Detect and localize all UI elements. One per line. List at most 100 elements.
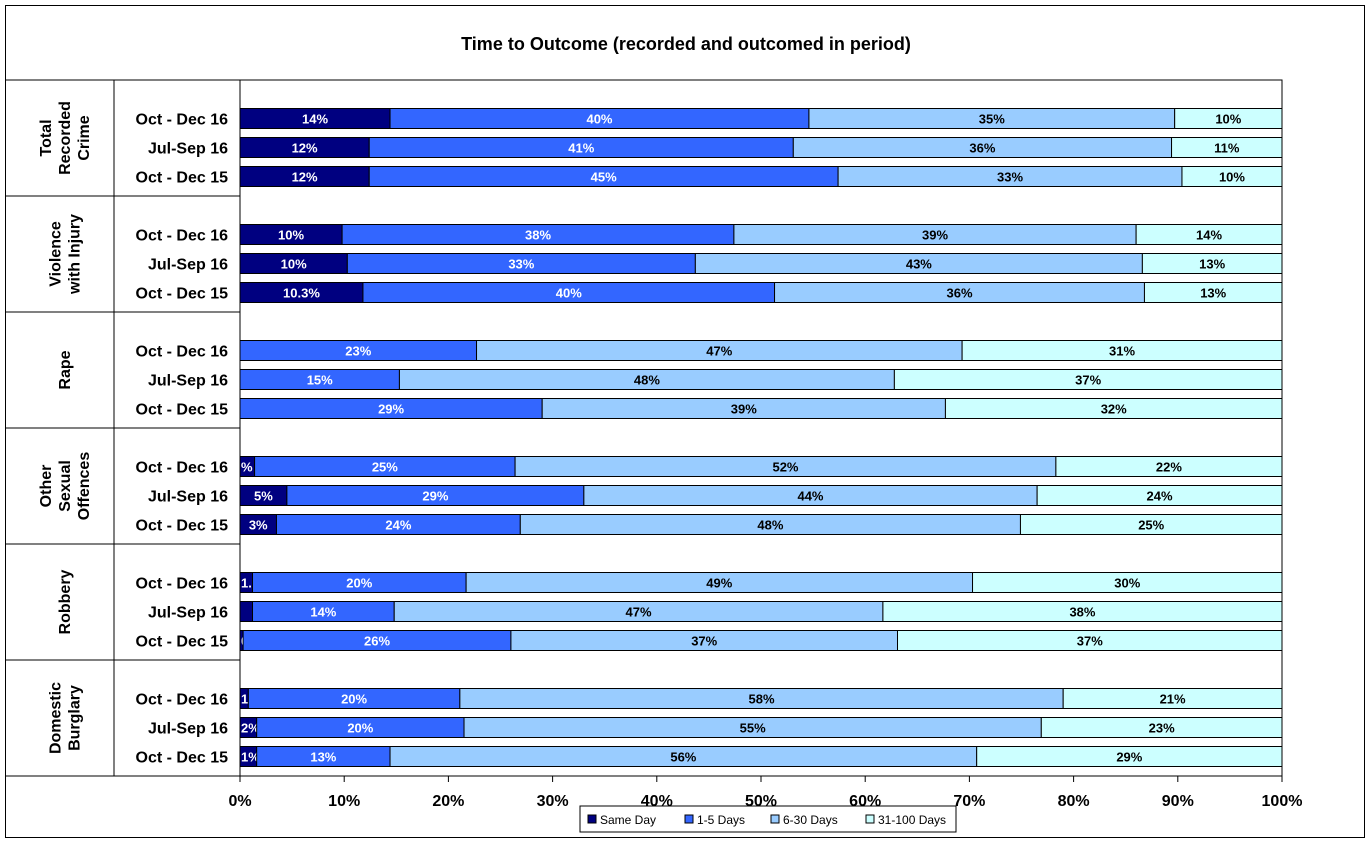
data-label: 20% (341, 692, 367, 707)
group-label: Other Sexual Offences (38, 452, 93, 521)
data-label: 45% (591, 170, 617, 185)
legend-swatch (770, 814, 780, 824)
bar-segment (1036, 485, 1283, 506)
data-label: 35% (979, 112, 1005, 127)
category-label: Jul-Sep 16 (148, 141, 228, 158)
data-label: 12% (292, 141, 318, 156)
bar-segment (239, 601, 254, 622)
data-label: 13% (310, 750, 336, 765)
data-label: 48% (634, 373, 660, 388)
data-label: 25% (1138, 518, 1164, 533)
data-label: 33% (508, 257, 534, 272)
data-label: 40% (556, 286, 582, 301)
group-label: Rape (57, 350, 74, 389)
data-label: 40% (586, 112, 612, 127)
data-label: 23% (1149, 721, 1175, 736)
x-tick-label: 70% (953, 793, 985, 810)
bar-segment (882, 601, 1283, 622)
category-label: Oct - Dec 15 (136, 634, 229, 651)
legend-label: 1-5 Days (697, 813, 745, 827)
bar-segment (1062, 688, 1283, 709)
data-label: 3% (249, 518, 268, 533)
data-label: 22% (1156, 460, 1182, 475)
data-label: 26% (364, 634, 390, 649)
data-label: 29% (378, 402, 404, 417)
chart-svg: Time to Outcome (recorded and outcomed i… (6, 34, 1302, 833)
x-tick-label: 10% (328, 793, 360, 810)
data-label: 55% (740, 721, 766, 736)
bar-segment (961, 340, 1283, 361)
plot-area: 0% 10% 20% 30% 40% 50% 60% 70% 80% 90% 100%Total Re… (6, 79, 1302, 810)
data-label: 13% (1200, 286, 1226, 301)
data-label: 37% (1075, 373, 1101, 388)
data-label: 11% (1214, 141, 1240, 156)
data-label: 20% (347, 721, 373, 736)
chart-title: Time to Outcome (recorded and outcomed i… (461, 34, 911, 54)
data-label: 14% (1196, 228, 1222, 243)
bar-segment (1171, 137, 1283, 158)
data-label: 36% (946, 286, 972, 301)
data-label: 31% (1109, 344, 1135, 359)
legend-swatch (865, 814, 875, 824)
data-label: 10% (1215, 112, 1241, 127)
data-label: 5% (254, 489, 273, 504)
group-label: Domestic Burglary (48, 682, 84, 754)
data-label: 56% (670, 750, 696, 765)
category-label: Oct - Dec 16 (136, 576, 229, 593)
data-label: 14% (310, 605, 336, 620)
x-tick-label: 20% (432, 793, 464, 810)
data-label: 10.3% (283, 286, 320, 301)
category-label: Jul-Sep 16 (148, 605, 228, 622)
bar-segment (944, 398, 1283, 419)
category-label: Oct - Dec 15 (136, 402, 229, 419)
data-label: 47% (706, 344, 732, 359)
data-label: 10% (1219, 170, 1245, 185)
category-label: Jul-Sep 16 (148, 721, 228, 738)
bar-segment (1143, 282, 1283, 303)
data-label: 39% (731, 402, 757, 417)
legend-swatch (587, 814, 597, 824)
data-label: 37% (1077, 634, 1103, 649)
bar-segment (897, 630, 1283, 651)
data-label: 36% (969, 141, 995, 156)
data-label: 48% (757, 518, 783, 533)
data-label: 29% (1116, 750, 1142, 765)
data-label: 44% (797, 489, 823, 504)
category-label: Oct - Dec 15 (136, 170, 229, 187)
group-label: Robbery (57, 569, 74, 634)
x-tick-label: 80% (1058, 793, 1090, 810)
data-label: 21% (1160, 692, 1186, 707)
data-label: 39% (922, 228, 948, 243)
data-label: 41% (568, 141, 594, 156)
category-label: Oct - Dec 15 (136, 518, 229, 535)
category-label: Oct - Dec 16 (136, 344, 229, 361)
data-label: 12% (292, 170, 318, 185)
group-label: Total Recorded Crime (38, 101, 93, 175)
category-label: Oct - Dec 15 (136, 286, 229, 303)
data-label: 10% (281, 257, 307, 272)
legend-label: 6-30 Days (783, 813, 838, 827)
bar-segment (893, 369, 1283, 390)
data-label: 38% (525, 228, 551, 243)
data-label: 2% (241, 721, 260, 736)
bar-segment (1174, 108, 1283, 129)
data-label: 52% (772, 460, 798, 475)
category-label: Jul-Sep 16 (148, 257, 228, 274)
data-label: 49% (706, 576, 732, 591)
data-label: % (241, 460, 253, 475)
data-label: 38% (1069, 605, 1095, 620)
data-label: 24% (385, 518, 411, 533)
data-label: 24% (1147, 489, 1173, 504)
legend: Same Day 1-5 Days 6-30 Days 31-100 Days (579, 805, 957, 833)
bar-segment (1040, 717, 1283, 738)
data-label: 14% (302, 112, 328, 127)
x-tick-label: 90% (1162, 793, 1194, 810)
legend-box (579, 805, 957, 833)
data-label: 43% (906, 257, 932, 272)
bar-segment (976, 746, 1283, 767)
category-label: Oct - Dec 16 (136, 460, 229, 477)
data-label: 47% (626, 605, 652, 620)
category-label: Oct - Dec 16 (136, 112, 229, 129)
chart-frame: Time to Outcome (recorded and outcomed i… (5, 5, 1365, 838)
bar-segment (1019, 514, 1283, 535)
